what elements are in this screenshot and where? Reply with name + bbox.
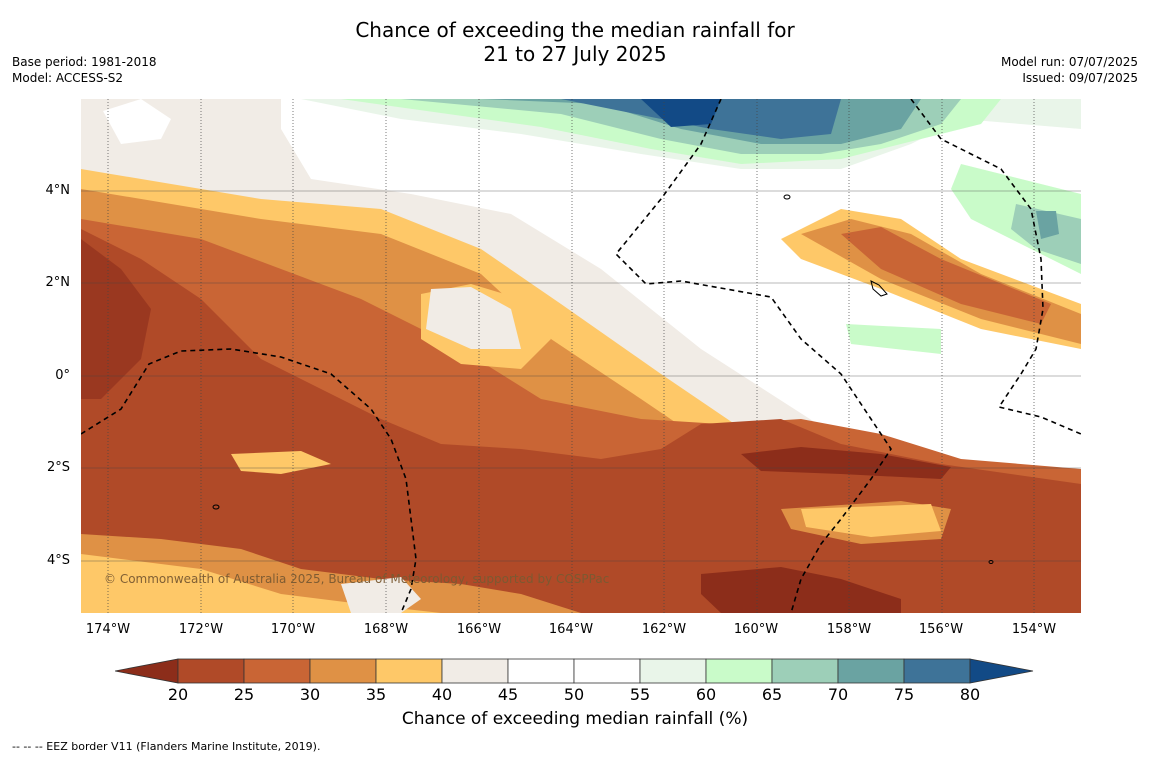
islands (212, 194, 994, 564)
colorbar-swatch (177, 658, 245, 684)
copyright-credit: © Commonwealth of Australia 2025, Bureau… (104, 572, 610, 586)
lat-label-2n: 2°N (45, 275, 71, 290)
lon-label-164w: 164°W (548, 622, 594, 637)
lon-label-162w: 162°W (641, 622, 687, 637)
lon-label-172w: 172°W (178, 622, 224, 637)
west-dark-patch (81, 239, 151, 399)
south-under-20-b (701, 567, 901, 613)
lon-label-166w: 166°W (456, 622, 502, 637)
colorbar-tick-25: 25 (233, 685, 255, 704)
map-title: Chance of exceeding the median rainfall … (0, 18, 1150, 66)
colorbar-tick-60: 60 (695, 685, 717, 704)
colorbar-tick-80: 80 (959, 685, 981, 704)
south-35-40-b (81, 554, 441, 613)
lon-label-160w: 160°W (733, 622, 779, 637)
base-period: Base period: 1981-2018 (12, 55, 157, 69)
issued-date: Issued: 09/07/2025 (1022, 71, 1138, 85)
colorbar-tick-30: 30 (299, 685, 321, 704)
graticule (81, 99, 1081, 613)
colorbar-tick-70: 70 (827, 685, 849, 704)
colorbar-tick-20: 20 (167, 685, 189, 704)
lon-label-170w: 170°W (270, 622, 316, 637)
colorbar-swatch (375, 658, 443, 684)
south-40-45 (341, 577, 421, 613)
title-line-1: Chance of exceeding the median rainfall … (355, 18, 795, 42)
band-45-55 (281, 99, 1081, 529)
colorbar (114, 658, 1037, 688)
eez-legend: -- -- -- EEZ border V11 (Flanders Marine… (12, 740, 321, 753)
band-70-75-east (1036, 211, 1059, 239)
colorbar-swatch (441, 658, 509, 684)
colorbar-swatch (837, 658, 905, 684)
lon-label-158w: 158°W (826, 622, 872, 637)
south-under-20-a (741, 447, 951, 479)
title-line-2: 21 to 27 July 2025 (483, 42, 667, 66)
central-40-45 (426, 287, 521, 349)
colorbar-swatch (243, 658, 311, 684)
colorbar-swatch (639, 658, 707, 684)
lon-label-156w: 156°W (918, 622, 964, 637)
lon-label-174w: 174°W (85, 622, 131, 637)
colorbar-swatch (969, 658, 1034, 684)
colorbar-tick-45: 45 (497, 685, 519, 704)
streak-25-30 (841, 227, 1051, 324)
colorbar-tick-35: 35 (365, 685, 387, 704)
run-info: Model run: 07/07/2025 Issued: 09/07/2025 (1001, 54, 1138, 86)
lat-label-2s: 2°S (46, 460, 70, 475)
model-info: Base period: 1981-2018 Model: ACCESS-S2 (12, 54, 157, 86)
model-name: Model: ACCESS-S2 (12, 71, 124, 85)
colorbar-tick-75: 75 (893, 685, 915, 704)
band-over-80-north (641, 99, 721, 127)
lon-label-154w: 154°W (1011, 622, 1057, 637)
colorbar-swatch (573, 658, 641, 684)
colorbar-tick-50: 50 (563, 685, 585, 704)
rainfall-map (81, 99, 1081, 613)
lat-label-4s: 4°S (46, 553, 70, 568)
eez-border (81, 99, 1081, 613)
band-60-65-central (846, 324, 941, 354)
model-run: Model run: 07/07/2025 (1000, 55, 1138, 69)
colorbar-tick-55: 55 (629, 685, 651, 704)
south-35-40-a (801, 504, 941, 537)
lon-label-168w: 168°W (363, 622, 409, 637)
colorbar-swatch (771, 658, 839, 684)
colorbar-swatch (114, 658, 179, 684)
colorbar-swatch (903, 658, 971, 684)
lat-label-0: 0° (55, 368, 70, 383)
map-canvas (81, 99, 1081, 613)
lat-label-4n: 4°N (45, 183, 71, 198)
colorbar-label: Chance of exceeding median rainfall (%) (401, 709, 749, 729)
colorbar-tick-65: 65 (761, 685, 783, 704)
colorbar-swatch (507, 658, 575, 684)
white-patch-nw (103, 99, 171, 144)
colorbar-swatch (705, 658, 773, 684)
colorbar-tick-40: 40 (431, 685, 453, 704)
colorbar-swatches (114, 658, 1034, 684)
colorbar-swatch (309, 658, 377, 684)
